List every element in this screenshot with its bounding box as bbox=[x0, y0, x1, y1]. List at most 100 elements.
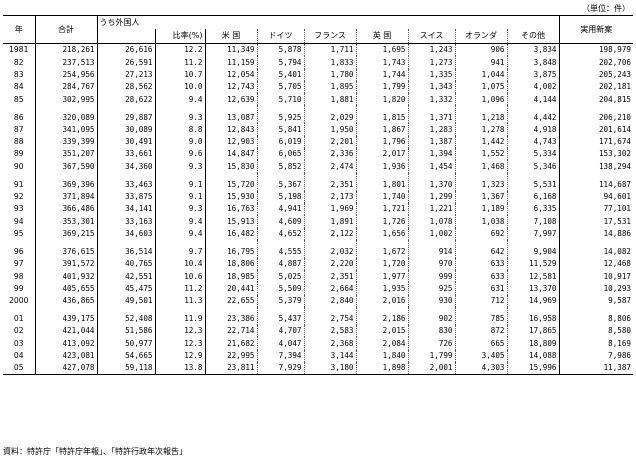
table-cell: 33,875 bbox=[97, 190, 156, 203]
table-cell: 18,809 bbox=[507, 337, 560, 350]
table-cell: 1,891 bbox=[304, 215, 357, 228]
table-cell: 34,603 bbox=[97, 227, 156, 240]
table-cell: 33,463 bbox=[97, 172, 156, 191]
table-cell: 2,032 bbox=[304, 239, 357, 258]
table-cell: 9.0 bbox=[155, 135, 206, 149]
table-cell: 4,918 bbox=[507, 123, 560, 136]
table-row: 02 421,044 51,586 12.3 22,714 4,707 2,583 2,015… bbox=[3, 325, 633, 338]
table-cell: 785 bbox=[455, 307, 508, 326]
table-cell: 7,929 bbox=[257, 361, 305, 376]
table-cell: 1,840 bbox=[356, 349, 409, 362]
table-cell: 7,986 bbox=[608, 350, 631, 360]
table-cell: 33,163 bbox=[97, 215, 156, 228]
table-cell: 40,765 bbox=[97, 257, 156, 271]
table-cell: 2,001 bbox=[408, 361, 456, 376]
table-cell: 1,468 bbox=[455, 160, 508, 173]
row-year: 05 bbox=[3, 361, 36, 376]
table-cell: 9,904 bbox=[507, 239, 560, 258]
table-cell: 2,029 bbox=[304, 105, 357, 124]
table-cell: 11,529 bbox=[507, 257, 560, 271]
table-cell: 138,294 bbox=[598, 161, 631, 171]
table-cell: 9.4 bbox=[155, 215, 206, 228]
table-cell: 1,283 bbox=[408, 123, 456, 136]
table-cell: 423,081 bbox=[35, 349, 98, 362]
table-cell: 54,665 bbox=[97, 349, 156, 362]
table-cell: 202,181 bbox=[598, 82, 631, 92]
table-cell: 5,705 bbox=[257, 80, 305, 94]
table-cell: 906 bbox=[455, 43, 508, 57]
table-cell: 5,025 bbox=[257, 270, 305, 283]
table-cell: 7,108 bbox=[507, 215, 560, 228]
table-cell: 1,796 bbox=[356, 135, 409, 149]
table-cell: 9.3 bbox=[155, 160, 206, 173]
table-cell: 52,408 bbox=[97, 307, 156, 326]
table-row: 90 367,590 34,360 9.3 15,830 5,852 2,474 1,936 1… bbox=[3, 160, 633, 173]
table-cell: 1,740 bbox=[356, 190, 409, 203]
table-cell: 2,351 bbox=[304, 270, 357, 283]
table-cell: 2,754 bbox=[304, 307, 357, 326]
table-cell: 1,394 bbox=[408, 148, 456, 161]
table-cell: 12,639 bbox=[205, 93, 258, 106]
table-cell: 59,118 bbox=[97, 361, 156, 376]
table-cell: 8,806 bbox=[608, 314, 631, 324]
table-cell: 34,141 bbox=[97, 202, 156, 216]
table-cell: 2,015 bbox=[356, 325, 409, 338]
table-cell: 1,096 bbox=[455, 93, 508, 106]
table-cell: 22,995 bbox=[205, 349, 258, 362]
table-row: 03 413,092 50,977 12.3 21,682 4,047 2,368 2,084… bbox=[3, 337, 633, 350]
header-total: 合計 bbox=[35, 15, 98, 44]
table-cell: 6,065 bbox=[257, 148, 305, 161]
table-cell: 218,261 bbox=[35, 43, 98, 57]
table-row: 87 341,095 30,089 8.8 12,843 5,841 1,950 1,867 1… bbox=[3, 123, 633, 136]
table-cell: 14,847 bbox=[205, 148, 258, 161]
table-cell: 830 bbox=[408, 325, 456, 338]
table-cell: 11.9 bbox=[155, 307, 206, 326]
row-year: 94 bbox=[3, 215, 36, 228]
table-cell: 2,220 bbox=[304, 257, 357, 271]
table-cell: 36,514 bbox=[97, 239, 156, 258]
table-cell: 2,016 bbox=[356, 294, 409, 308]
table-cell: 204,815 bbox=[598, 94, 631, 104]
table-cell: 726 bbox=[408, 337, 456, 350]
table-cell: 930 bbox=[408, 294, 456, 308]
table-cell: 201,614 bbox=[598, 124, 631, 134]
row-year: 86 bbox=[3, 105, 36, 124]
table-cell: 13,087 bbox=[205, 105, 258, 124]
table-row: 89 351,207 33,661 9.6 14,847 6,065 2,336 2,017 1… bbox=[3, 148, 633, 161]
row-year: 88 bbox=[3, 135, 36, 149]
table-cell: 10.0 bbox=[155, 80, 206, 94]
table-cell: 30,089 bbox=[97, 123, 156, 136]
row-year: 04 bbox=[3, 349, 36, 362]
table-cell: 26,616 bbox=[97, 43, 156, 57]
table-cell: 10,293 bbox=[603, 283, 631, 293]
row-year: 03 bbox=[3, 337, 36, 350]
table-cell: 925 bbox=[408, 282, 456, 295]
table-cell: 2,336 bbox=[304, 148, 357, 161]
table-row: 82 237,513 26,591 11.2 11,159 5,794 1,833 1,743… bbox=[3, 56, 633, 69]
table-cell: 14,969 bbox=[507, 294, 560, 308]
table-cell: 42,551 bbox=[97, 270, 156, 283]
table-cell: 13,370 bbox=[507, 282, 560, 295]
row-year: 99 bbox=[3, 282, 36, 295]
table-cell: 2,122 bbox=[304, 227, 357, 240]
row-year: 83 bbox=[3, 68, 36, 81]
table-cell: 12.3 bbox=[155, 325, 206, 338]
table-cell: 712 bbox=[455, 294, 508, 308]
table-cell: 5,346 bbox=[507, 160, 560, 173]
table-cell: 2,351 bbox=[304, 172, 357, 191]
table-cell: 3,875 bbox=[507, 68, 560, 81]
table-cell: 12.3 bbox=[155, 337, 206, 350]
table-cell: 353,301 bbox=[35, 215, 98, 228]
table-cell: 22,655 bbox=[205, 294, 258, 308]
table-cell: 2,664 bbox=[304, 282, 357, 295]
table-cell: 2,186 bbox=[356, 307, 409, 326]
table-cell: 5,794 bbox=[257, 56, 305, 69]
table-cell: 16,763 bbox=[205, 202, 258, 216]
table-cell: 4,442 bbox=[507, 105, 560, 124]
table-row: 2000 436,865 49,501 11.3 22,655 5,379 2,840 2,0… bbox=[3, 294, 633, 308]
table-cell: 4,609 bbox=[257, 215, 305, 228]
table-cell: 1,038 bbox=[455, 215, 508, 228]
table-cell: 4,652 bbox=[257, 227, 305, 240]
table-cell: 1,721 bbox=[356, 202, 409, 216]
header-foreign-group: うち外国人 bbox=[97, 15, 560, 29]
